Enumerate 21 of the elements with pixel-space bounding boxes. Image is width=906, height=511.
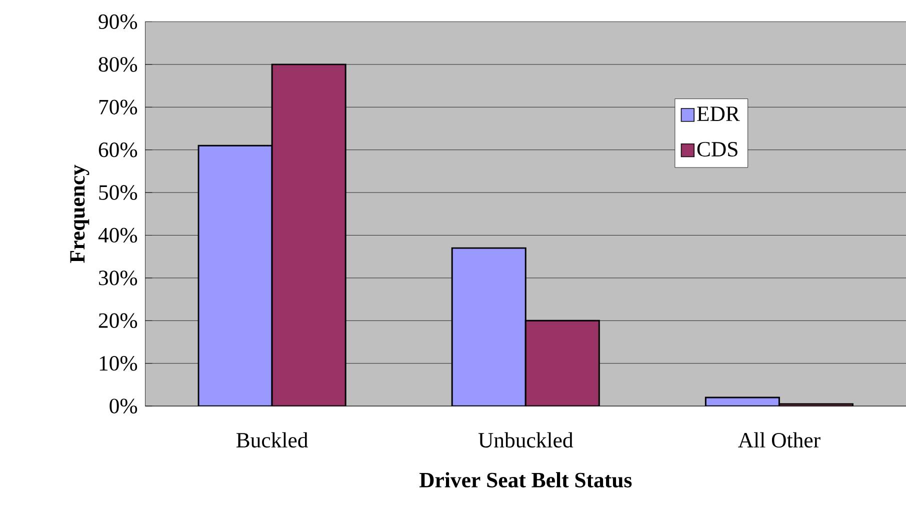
bar [271, 64, 346, 406]
x-axis-title: Driver Seat Belt Status [419, 472, 632, 488]
x-tick-label: All Other [738, 432, 820, 448]
y-tick-label: 20% [98, 313, 138, 328]
legend-label: EDR [697, 106, 740, 122]
bar [451, 247, 526, 406]
legend-label: CDS [697, 142, 738, 157]
y-tick-label: 50% [99, 185, 138, 200]
x-tick-label: Unbuckled [478, 432, 574, 448]
y-tick-label: 90% [98, 14, 138, 30]
bar [524, 320, 600, 406]
bar [198, 144, 273, 406]
y-axis-title: Frequency [70, 164, 90, 263]
y-tick-label: 80% [98, 57, 138, 72]
y-tick-label: 40% [98, 228, 138, 243]
y-tick-label: 0% [110, 398, 138, 414]
x-tick-label: Buckled [236, 432, 308, 448]
y-tick-label: 70% [99, 100, 138, 115]
y-tick-label: 30% [98, 270, 138, 286]
y-tick-label: 60% [98, 142, 138, 158]
y-tick-label: 10% [100, 356, 138, 371]
